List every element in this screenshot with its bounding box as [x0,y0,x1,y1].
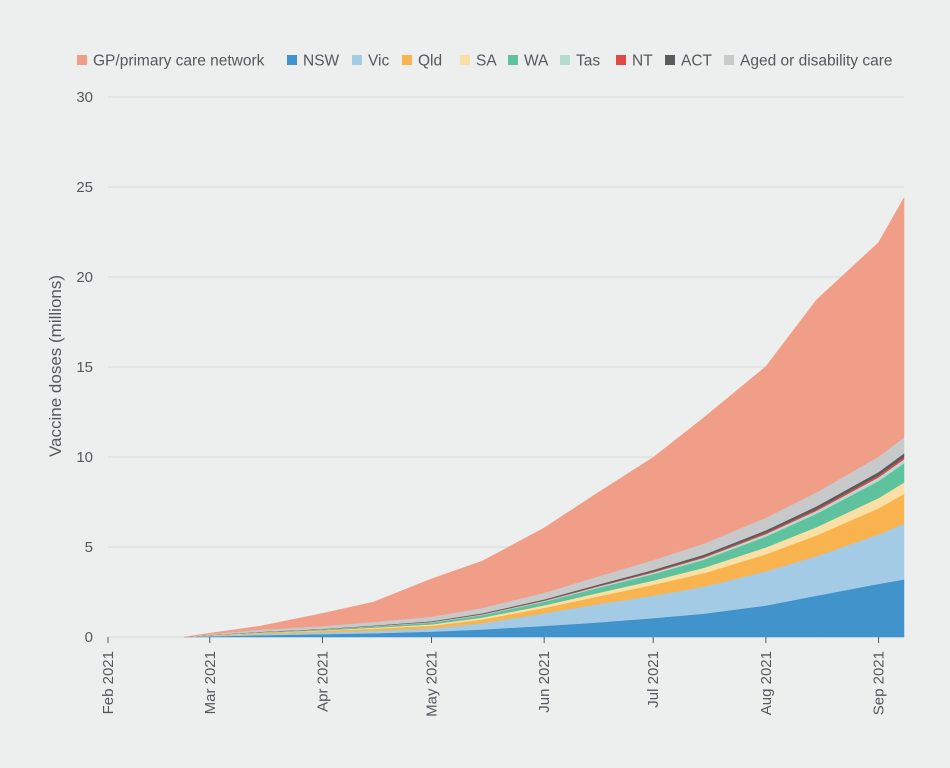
legend-label: WA [524,53,549,70]
legend-swatch [560,55,570,65]
x-tick-label: Feb 2021 [100,651,117,714]
legend-swatch [724,55,734,65]
y-tick-label: 30 [76,89,93,106]
x-tick-label: Jul 2021 [645,651,662,708]
y-tick-label: 25 [76,179,93,196]
legend-label: Tas [576,53,600,70]
x-tick-label: Aug 2021 [758,651,775,715]
legend-item-tas: Tas [560,53,600,70]
legend-label: NT [632,53,653,70]
x-axis: Feb 2021 Mar 2021 Apr 2021 May 2021 Jun 2021… [100,637,888,717]
legend-label: Qld [418,53,442,70]
legend-item-nsw: NSW [287,53,340,70]
legend-label: SA [476,53,497,70]
y-tick-label: 20 [76,269,93,286]
legend-item-act: ACT [665,53,713,70]
gridlines [108,96,904,638]
legend-item-wa: WA [508,53,549,70]
y-tick-label: 0 [85,629,93,646]
y-tick-label: 15 [76,359,93,376]
x-tick-label: Jun 2021 [536,651,553,713]
legend-swatch [616,55,626,65]
x-tick-label: Sep 2021 [871,651,888,715]
legend-label: NSW [303,53,340,70]
area-gp-primary-care-network [184,196,905,638]
x-tick-label: May 2021 [423,651,440,717]
legend-swatch [402,55,412,65]
legend-swatch [460,55,470,65]
legend-label: Aged or disability care [740,53,893,70]
y-axis-title: Vaccine doses (millions) [46,275,65,457]
legend-item-sa: SA [460,53,497,70]
legend-item-aged-or-disability-care: Aged or disability care [724,53,893,70]
legend-swatch [287,55,297,65]
y-axis: 0 5 10 15 20 25 30 [76,89,93,646]
legend-swatch [508,55,518,65]
x-tick-label: Apr 2021 [314,651,331,712]
y-tick-label: 5 [85,539,93,556]
legend: GP/primary care network NSW Vic Qld SA WA Tas N… [77,53,893,70]
legend-swatch [665,55,675,65]
legend-swatch [352,55,362,65]
y-tick-label: 10 [76,449,93,466]
legend-item-gp-primary-care-network: GP/primary care network [77,53,265,70]
stacked-areas [184,196,905,638]
x-tick-label: Mar 2021 [202,651,219,714]
legend-item-qld: Qld [402,53,442,70]
legend-label: GP/primary care network [93,53,265,70]
legend-item-nt: NT [616,53,653,70]
legend-swatch [77,55,87,65]
legend-label: Vic [368,53,390,70]
legend-label: ACT [681,53,713,70]
legend-item-vic: Vic [352,53,390,70]
